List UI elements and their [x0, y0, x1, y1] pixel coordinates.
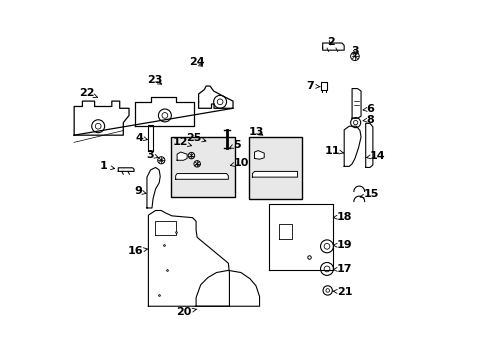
Text: 12: 12 — [172, 138, 191, 147]
Text: 3: 3 — [146, 150, 158, 160]
Text: 19: 19 — [333, 240, 352, 250]
Text: 9: 9 — [134, 186, 146, 197]
Text: 6: 6 — [362, 104, 373, 114]
Text: 13: 13 — [248, 127, 264, 136]
Text: 4: 4 — [135, 133, 147, 143]
Text: 21: 21 — [333, 287, 352, 297]
Text: 10: 10 — [230, 158, 248, 168]
Text: 14: 14 — [366, 150, 384, 161]
Polygon shape — [177, 152, 187, 160]
Text: 5: 5 — [229, 140, 240, 150]
Polygon shape — [252, 171, 297, 177]
Text: 15: 15 — [359, 189, 378, 199]
Polygon shape — [254, 150, 264, 159]
Text: 20: 20 — [176, 307, 197, 317]
Bar — [248, 137, 301, 199]
Text: 16: 16 — [127, 246, 147, 256]
Text: 11: 11 — [325, 145, 343, 156]
Text: 18: 18 — [333, 212, 352, 221]
Text: 1: 1 — [100, 161, 114, 171]
Text: 8: 8 — [362, 115, 373, 125]
Polygon shape — [175, 174, 228, 179]
Text: 22: 22 — [79, 88, 98, 98]
Text: 17: 17 — [333, 264, 352, 274]
Text: 2: 2 — [326, 37, 334, 47]
Text: 7: 7 — [306, 81, 320, 91]
Bar — [171, 137, 234, 197]
Text: 23: 23 — [147, 75, 163, 85]
Text: 25: 25 — [186, 133, 205, 143]
Text: 24: 24 — [188, 57, 204, 67]
Text: 3: 3 — [351, 46, 359, 56]
